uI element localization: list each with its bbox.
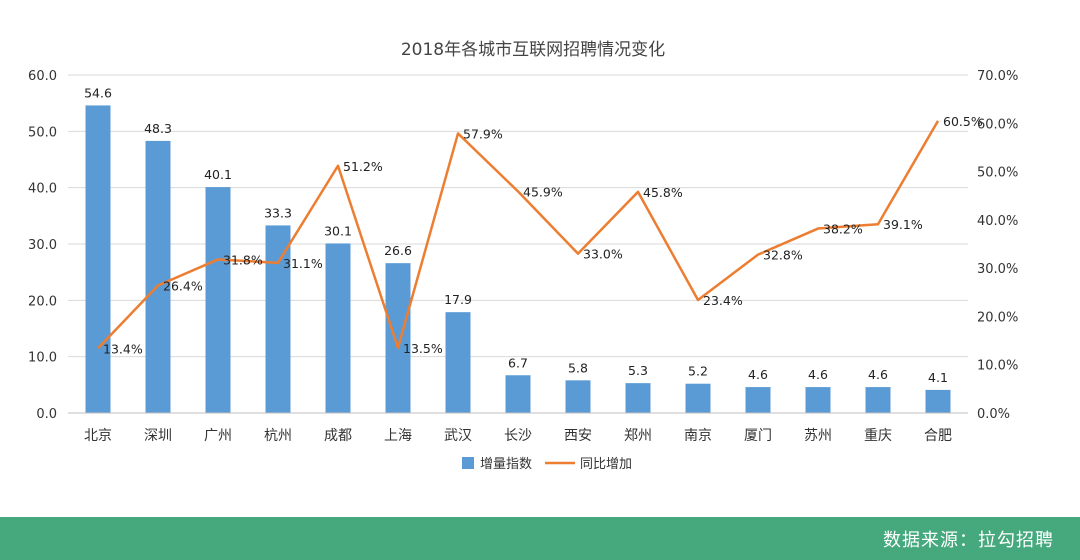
right-tick-label: 40.0%	[977, 214, 1018, 229]
line-value-label: 38.2%	[823, 222, 863, 237]
line-value-label: 51.2%	[343, 159, 383, 174]
bar-value-label: 5.3	[628, 363, 648, 378]
bar-value-label: 30.1	[324, 223, 352, 238]
right-tick-label: 30.0%	[977, 262, 1018, 277]
bar	[685, 383, 711, 413]
line-value-label: 23.4%	[703, 293, 743, 308]
line-path	[97, 120, 940, 350]
left-tick-label: 10.0	[28, 351, 57, 366]
line-value-label: 57.9%	[463, 126, 503, 141]
line-series	[97, 120, 940, 350]
bar-value-label: 17.9	[444, 292, 472, 307]
line-value-label: 45.8%	[643, 185, 683, 200]
axes: 0.0 10.0 20.0 30.0 40.0 50.0 60.0 0.0% 10.0% 20.0…	[28, 69, 1018, 444]
right-tick-label: 0.0%	[977, 407, 1010, 422]
legend-label-bar: 增量指数	[480, 457, 532, 472]
line-value-label: 31.1%	[283, 256, 323, 271]
bar-value-label: 4.6	[868, 367, 888, 382]
bar	[565, 380, 591, 413]
category-label: 成都	[324, 428, 352, 444]
line-value-label: 31.8%	[223, 252, 263, 267]
bar-value-label: 4.1	[928, 370, 948, 385]
category-label: 郑州	[624, 428, 652, 444]
left-tick-label: 50.0	[28, 125, 57, 140]
right-tick-label: 20.0%	[977, 310, 1018, 325]
bar	[145, 140, 171, 413]
category-label: 合肥	[924, 428, 952, 444]
line-value-label: 60.5%	[943, 114, 983, 129]
category-label: 厦门	[744, 428, 772, 444]
bar	[85, 105, 111, 414]
bar	[805, 387, 831, 413]
right-tick-label: 50.0%	[977, 166, 1018, 181]
bar-value-label: 40.1	[204, 167, 232, 182]
legend-swatch-bar	[462, 457, 474, 469]
bar-value-label: 4.6	[748, 367, 768, 382]
bar	[745, 387, 771, 413]
category-label: 南京	[684, 428, 712, 444]
left-tick-label: 60.0	[28, 69, 57, 84]
bar	[265, 225, 291, 413]
bar-series	[85, 105, 951, 414]
legend-label-line: 同比增加	[580, 457, 632, 472]
category-label: 广州	[204, 428, 232, 444]
right-tick-label: 60.0%	[977, 117, 1018, 132]
line-value-label: 26.4%	[163, 279, 203, 294]
left-tick-label: 40.0	[28, 182, 57, 197]
category-label: 北京	[84, 428, 112, 444]
line-value-label: 45.9%	[523, 184, 563, 199]
category-label: 西安	[564, 428, 592, 444]
category-label: 深圳	[144, 428, 172, 444]
bar-value-label: 6.7	[508, 355, 528, 370]
category-label: 长沙	[504, 428, 532, 444]
bar-value-label: 4.6	[808, 367, 828, 382]
category-label: 武汉	[444, 428, 472, 444]
bar	[865, 387, 891, 413]
bar	[505, 375, 531, 413]
line-value-label: 13.4%	[103, 341, 143, 356]
data-labels: 54.6 48.3 40.1 33.3 30.1 26.6 17.9 6.7 5.8 5.3 5.2…	[84, 85, 983, 384]
legend: 增量指数 同比增加	[462, 457, 632, 472]
left-tick-label: 30.0	[28, 238, 57, 253]
line-value-label: 32.8%	[763, 248, 803, 263]
right-tick-label: 70.0%	[977, 69, 1018, 84]
line-value-label: 39.1%	[883, 217, 923, 232]
chart-title: 2018年各城市互联网招聘情况变化	[401, 40, 665, 60]
right-tick-label: 10.0%	[977, 359, 1018, 374]
bar	[205, 187, 231, 413]
line-value-label: 13.5%	[403, 341, 443, 356]
bar	[625, 383, 651, 413]
bar-value-label: 5.8	[568, 360, 588, 375]
category-label: 上海	[384, 428, 412, 444]
source-text: 数据来源：拉勾招聘	[883, 530, 1054, 551]
bar-value-label: 48.3	[144, 121, 172, 136]
source-footer: 数据来源：拉勾招聘	[0, 517, 1080, 560]
category-label: 杭州	[264, 428, 292, 444]
bar	[925, 389, 951, 413]
bar-value-label: 54.6	[84, 85, 112, 100]
bar	[445, 312, 471, 413]
bar-value-label: 5.2	[688, 364, 708, 379]
bar-value-label: 33.3	[264, 205, 292, 220]
bar	[385, 263, 411, 413]
bar-value-label: 26.6	[384, 243, 412, 258]
line-value-label: 33.0%	[583, 247, 623, 262]
left-tick-label: 0.0	[36, 407, 57, 422]
category-label: 苏州	[804, 428, 832, 444]
combo-chart: 2018年各城市互联网招聘情况变化 54.6 48.3 40.1 33.3 30.1 26…	[28, 40, 1018, 472]
left-tick-label: 20.0	[28, 294, 57, 309]
category-label: 重庆	[864, 428, 892, 444]
bar	[325, 243, 351, 413]
